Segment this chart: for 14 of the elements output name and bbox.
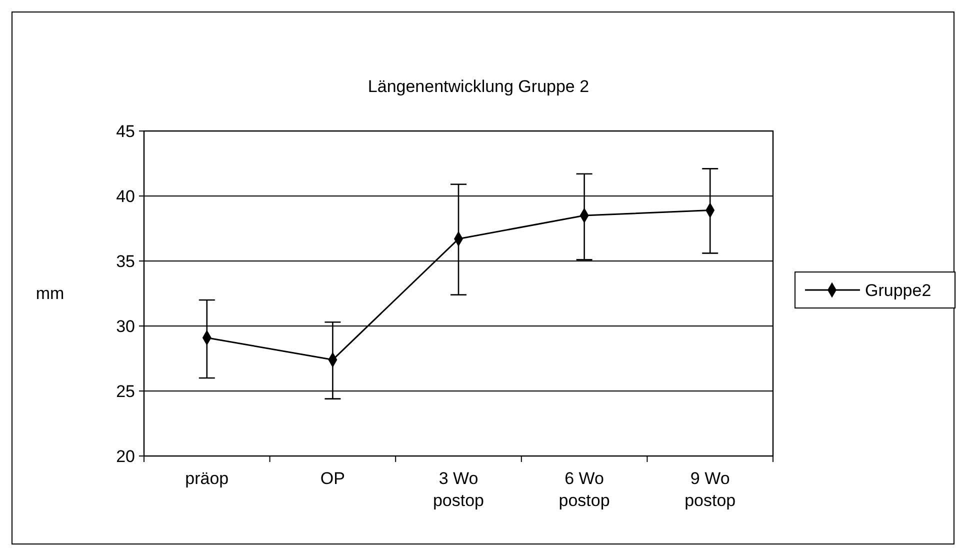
y-tick-label: 40 (116, 186, 135, 206)
x-tick-label: OP (320, 469, 345, 488)
y-tick-label: 35 (116, 252, 135, 271)
x-tick-label: 3 Wo postop (432, 469, 484, 510)
legend-label: Gruppe2 (865, 280, 932, 300)
x-tick-label: 9 Wo postop (684, 469, 736, 510)
y-tick-label: 25 (116, 382, 135, 401)
y-axis-title: mm (36, 284, 64, 303)
x-tick-label: präop (185, 469, 229, 488)
y-tick-label: 45 (116, 122, 135, 141)
x-tick-label: 6 Wo postop (558, 469, 610, 510)
y-tick-label: 30 (116, 316, 135, 336)
y-tick-label: 20 (116, 446, 135, 466)
chart-title: Längenentwicklung Gruppe 2 (368, 77, 590, 96)
